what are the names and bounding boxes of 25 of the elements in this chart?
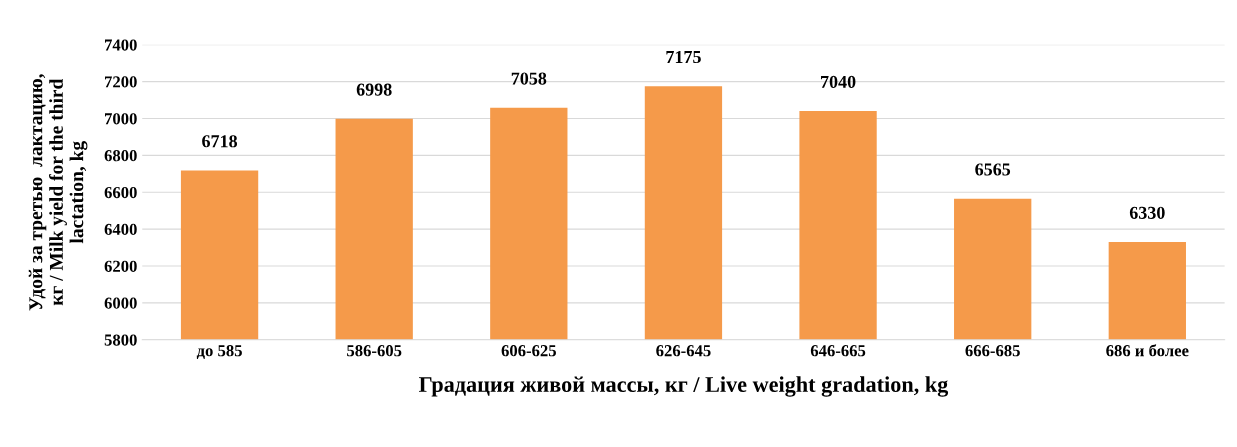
data-label: 6565 xyxy=(975,163,1011,176)
x-tick-label: 606-625 xyxy=(501,345,556,357)
y-tick-label: 6600 xyxy=(104,186,137,199)
data-label: 6330 xyxy=(1129,206,1165,219)
y-tick-label: 7000 xyxy=(105,113,137,125)
x-tick-label: до 585 xyxy=(196,345,242,360)
y-axis-title: Удой за третью лактацию, кг / Milk yield for the third lactation, kg xyxy=(28,74,88,311)
x-tick-label: 666-685 xyxy=(965,345,1020,357)
data-label: 7058 xyxy=(511,72,547,85)
y-tick-label: 6200 xyxy=(104,260,137,272)
data-label: 6998 xyxy=(356,83,392,96)
y-tick-label: 6400 xyxy=(104,223,137,236)
data-label: 7175 xyxy=(666,50,701,64)
x-axis-title: Градация живой массы, кг / Live weight gradation, kg xyxy=(418,376,949,397)
data-label: 7040 xyxy=(821,75,856,88)
y-tick-label: 6000 xyxy=(104,297,137,309)
x-tick-label: 626-645 xyxy=(656,345,711,357)
data-label: 6718 xyxy=(202,135,238,148)
x-tick-label: 686 и более xyxy=(1106,344,1189,357)
y-tick-label: 6800 xyxy=(104,150,137,162)
x-tick-label: 586-605 xyxy=(347,345,402,357)
x-tick-label: 646-665 xyxy=(810,345,866,357)
y-tick-label: 5800 xyxy=(104,334,137,346)
y-tick-label: 7200 xyxy=(105,76,137,88)
y-tick-label: 7400 xyxy=(105,39,137,51)
